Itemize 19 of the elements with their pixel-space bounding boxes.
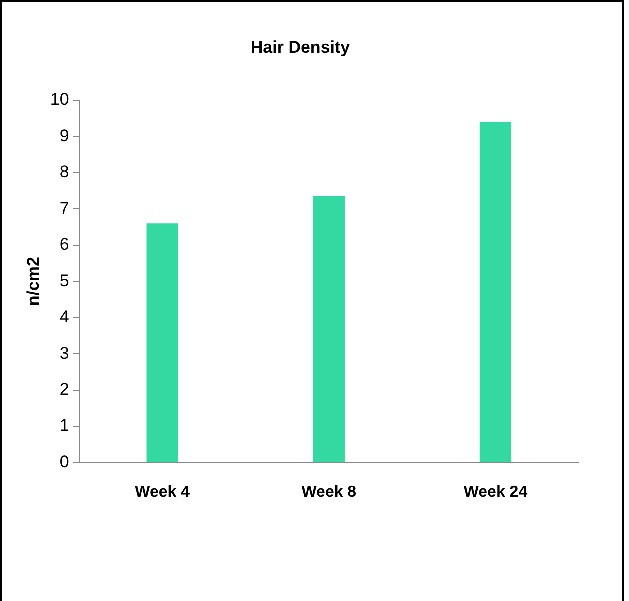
y-tick-label: 9 <box>60 126 70 146</box>
chart-title: Hair Density <box>250 38 351 57</box>
y-tick-label: 5 <box>60 271 70 290</box>
x-tick-label: Week 8 <box>302 484 357 501</box>
y-tick-label: 3 <box>60 344 70 363</box>
y-tick-label: 8 <box>60 162 70 182</box>
x-tick-label: Week 4 <box>135 484 190 501</box>
y-tick-label: 10 <box>50 90 70 110</box>
bar <box>313 196 345 462</box>
bar <box>480 122 512 462</box>
y-tick-label: 1 <box>60 416 70 436</box>
y-tick-label: 0 <box>60 452 70 472</box>
y-tick-label: 6 <box>60 235 70 254</box>
bar <box>146 224 178 462</box>
y-tick-label: 4 <box>60 308 70 327</box>
y-axis-title: n/cm2 <box>24 257 43 306</box>
y-tick-label: 7 <box>60 198 70 218</box>
x-tick-label: Week 24 <box>464 484 528 501</box>
y-tick-label: 2 <box>60 380 70 400</box>
